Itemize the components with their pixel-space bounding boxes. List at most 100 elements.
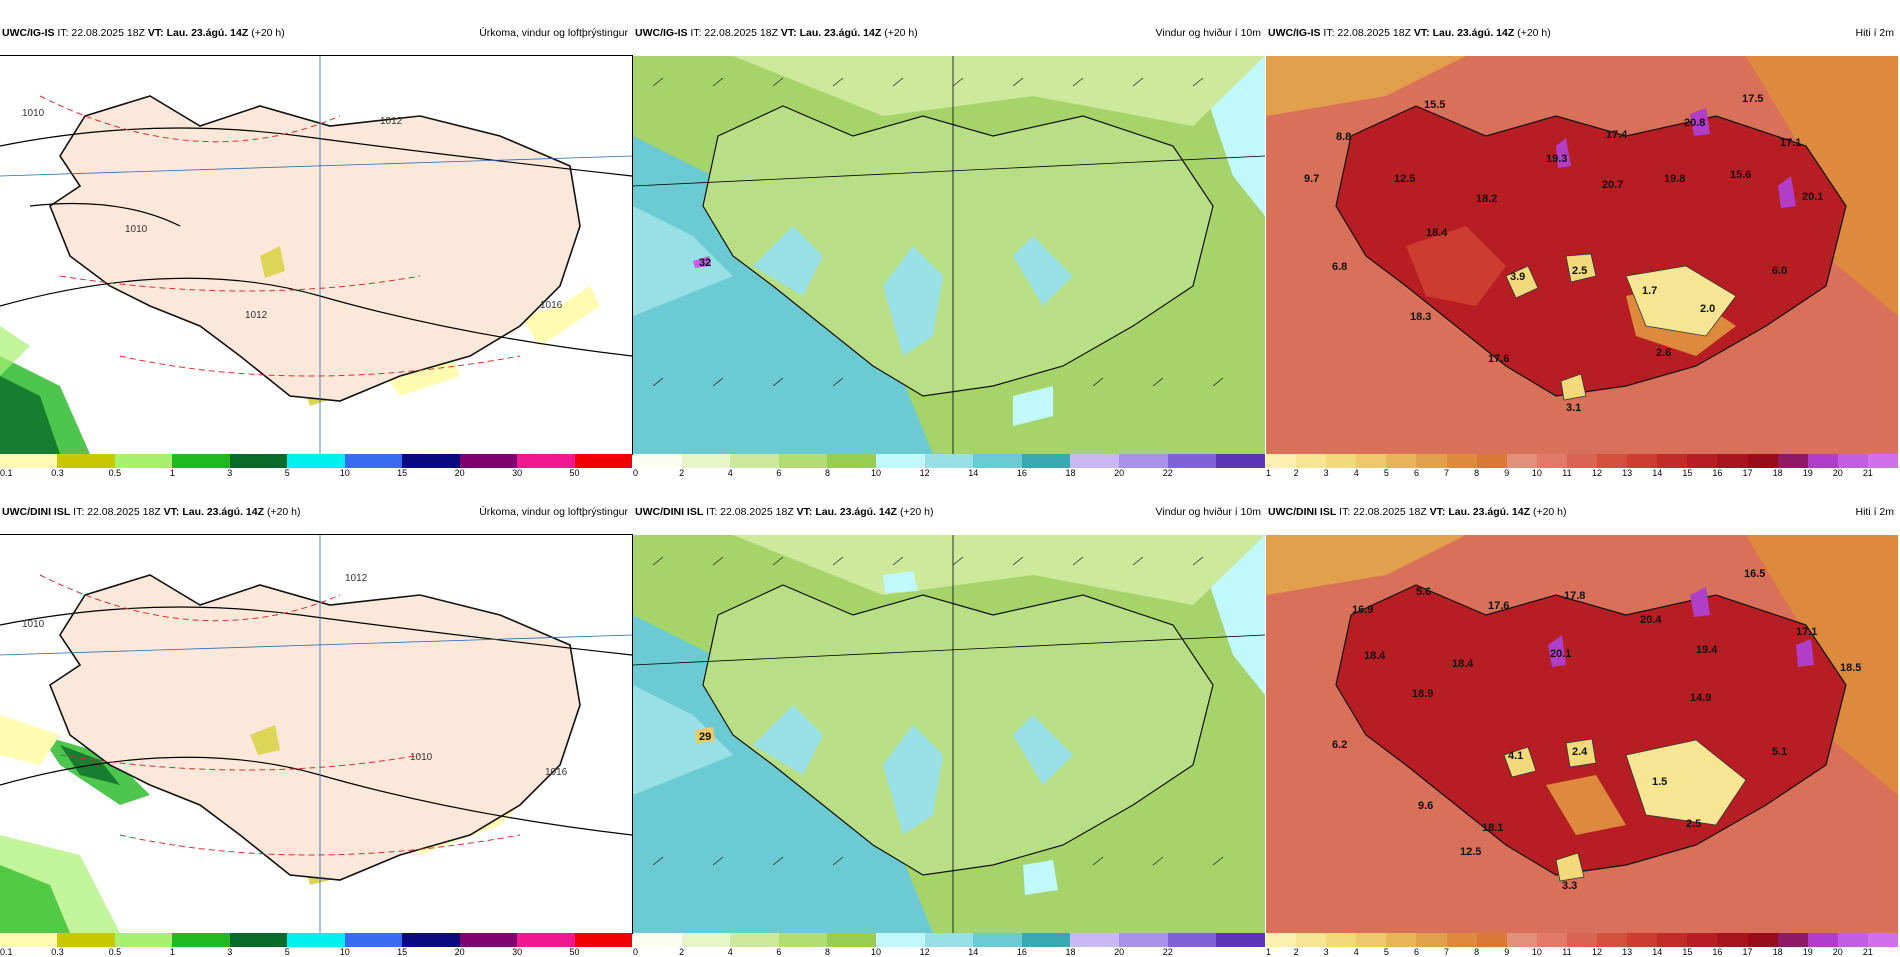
model-name: UWC/IG-IS xyxy=(635,27,688,39)
panel-title: Vindur og hviður í 10m xyxy=(1155,27,1261,39)
colorbar-tick-label: 0.1 xyxy=(0,468,13,478)
model-name: UWC/DINI ISL xyxy=(2,506,71,518)
colorbar-tick-label: 13 xyxy=(1622,947,1633,957)
colorbar-tick-label: 6 xyxy=(1413,947,1419,957)
colorbar-tick-label: 4 xyxy=(1353,947,1359,957)
colorbar-swatch xyxy=(1566,454,1598,468)
temp-map: 5.6 16.5 16.9 17.6 17.8 20.4 17.1 18.4 2… xyxy=(1266,535,1898,933)
colorbar-tick-label: 10 xyxy=(1531,947,1542,957)
colorbar-swatch xyxy=(0,454,58,468)
colorbar-swatch xyxy=(1597,454,1628,468)
init-time: 22.08.2025 18Z xyxy=(87,506,161,518)
colorbar-tick-label: 3 xyxy=(1323,947,1329,957)
colorbar-tick-label: 30 xyxy=(512,947,523,957)
colorbar-tick-label: 2 xyxy=(1293,947,1299,957)
colorbar-tick-label: 0.3 xyxy=(51,468,64,478)
colorbar-swatch xyxy=(1266,454,1297,468)
init-time: 22.08.2025 18Z xyxy=(71,27,145,39)
colorbar-swatch xyxy=(1807,933,1838,947)
panel-header: UWC/DINI ISL IT: 22.08.2025 18Z VT: Lau.… xyxy=(633,501,1265,523)
panel-header: UWC/DINI ISL IT: 22.08.2025 18Z VT: Lau.… xyxy=(0,501,632,523)
temp-label: 6.2 xyxy=(1332,739,1347,751)
colorbar-swatch xyxy=(344,933,403,947)
colorbar-tick-label: 11 xyxy=(1562,947,1572,957)
init-time: 22.08.2025 18Z xyxy=(720,506,794,518)
colorbar-tick-label: 4 xyxy=(727,468,733,478)
temp-label: 18.4 xyxy=(1426,227,1448,239)
colorbar-ticks: 0 2 4 6 8 10 12 14 16 18 20 22 xyxy=(633,947,1265,957)
temp-label: 2.5 xyxy=(1572,265,1587,277)
colorbar-swatch xyxy=(1070,454,1120,468)
colorbar-tick-label: 20 xyxy=(454,468,465,478)
temp-map: 15.5 17.5 8.8 20.8 17.4 17.1 9.7 12.5 19… xyxy=(1266,56,1898,454)
temp-label: 1.7 xyxy=(1642,285,1657,297)
lead-time: (+20 h) xyxy=(1517,27,1551,39)
temp-label: 12.5 xyxy=(1394,173,1415,185)
colorbar-swatch xyxy=(229,933,288,947)
wind-map: 29 xyxy=(633,535,1265,933)
colorbar-swatch xyxy=(1717,454,1748,468)
temp-label: 4.1 xyxy=(1508,750,1523,762)
temp-label: 6.8 xyxy=(1332,261,1347,273)
lead-time: (+20 h) xyxy=(266,506,301,518)
colorbar-tick-label: 6 xyxy=(776,947,782,957)
colorbar-tick-label: 0 xyxy=(633,468,639,478)
panel-title: Úrkoma, vindur og loftþrýstingur xyxy=(479,27,628,39)
colorbar-tick-label: 3 xyxy=(227,947,233,957)
isobar-label: 1010 xyxy=(125,224,148,235)
temp-label: 18.2 xyxy=(1476,193,1497,205)
colorbar-swatch xyxy=(402,933,460,947)
colorbar-swatch xyxy=(1777,933,1808,947)
temp-label: 14.9 xyxy=(1690,692,1711,704)
valid-time: Lau. 23.ágú. 14Z xyxy=(799,27,882,39)
colorbar-swatch xyxy=(1416,454,1447,468)
colorbar-swatch xyxy=(344,454,403,468)
colorbar-tick-label: 14 xyxy=(968,468,979,478)
colorbar-tick-label: 10 xyxy=(1531,468,1542,478)
colorbar-swatch xyxy=(1296,933,1327,947)
colorbar-swatch xyxy=(1867,454,1898,468)
temp-label: 18.4 xyxy=(1452,658,1474,670)
temp-label: 15.5 xyxy=(1424,99,1445,111)
colorbar-swatch xyxy=(1167,454,1217,468)
temp-label: 9.7 xyxy=(1304,173,1319,185)
temp-colorbar: 1 2 3 4 5 6 7 8 9 10 11 12 13 14 15 16 17 18 19 20 21 xyxy=(1266,454,1898,478)
temp-label: 3.9 xyxy=(1510,271,1525,283)
colorbar-swatch xyxy=(778,933,828,947)
colorbar-swatch xyxy=(459,454,518,468)
colorbar-swatch xyxy=(1119,933,1168,947)
colorbar-tick-label: 10 xyxy=(339,468,350,478)
colorbar-swatch xyxy=(1717,933,1748,947)
colorbar-tick-label: 16 xyxy=(1712,468,1723,478)
colorbar-swatch xyxy=(172,933,230,947)
model-name: UWC/IG-IS xyxy=(1268,27,1321,39)
colorbar-swatch xyxy=(1867,933,1898,947)
colorbar-swatch xyxy=(1687,454,1718,468)
temp-label: 18.4 xyxy=(1364,650,1386,662)
panel-r2-precip: UWC/DINI ISL IT: 22.08.2025 18Z VT: Lau.… xyxy=(0,501,633,957)
colorbar-tick-label: 18 xyxy=(1065,947,1076,957)
gust-label: 32 xyxy=(699,257,711,269)
wind-colorbar: 0 2 4 6 8 10 12 14 16 18 20 22 xyxy=(633,933,1265,957)
temp-label: 12.5 xyxy=(1460,846,1481,858)
temp-label: 16.9 xyxy=(1352,604,1373,616)
colorbar-swatch xyxy=(1386,454,1417,468)
panel-r1-wind: UWC/IG-IS IT: 22.08.2025 18Z VT: Lau. 23… xyxy=(633,22,1265,478)
colorbar-swatch xyxy=(1536,454,1567,468)
isobar-label: 1010 xyxy=(22,108,45,119)
model-name: UWC/IG-IS xyxy=(2,27,55,39)
colorbar-ticks: 1 2 3 4 5 6 7 8 9 10 11 12 13 14 15 16 17 18 19 20 21 xyxy=(1266,947,1898,957)
colorbar-tick-label: 2 xyxy=(1293,468,1299,478)
colorbar-swatches xyxy=(1266,933,1898,947)
colorbar-swatch xyxy=(633,454,682,468)
wind-colorbar: 0 2 4 6 8 10 12 14 16 18 20 22 xyxy=(633,454,1265,478)
colorbar-swatch xyxy=(1326,933,1357,947)
valid-time: Lau. 23.ágú. 14Z xyxy=(815,506,898,518)
colorbar-ticks: 0.1 0.3 0.5 1 3 5 10 15 20 30 50 xyxy=(0,468,632,478)
colorbar-tick-label: 5 xyxy=(1383,947,1389,957)
colorbar-tick-label: 21 xyxy=(1862,947,1873,957)
colorbar-tick-label: 20 xyxy=(1832,947,1843,957)
temp-label: 5.1 xyxy=(1772,746,1787,758)
colorbar-swatches xyxy=(633,933,1265,947)
colorbar-tick-label: 12 xyxy=(919,468,930,478)
